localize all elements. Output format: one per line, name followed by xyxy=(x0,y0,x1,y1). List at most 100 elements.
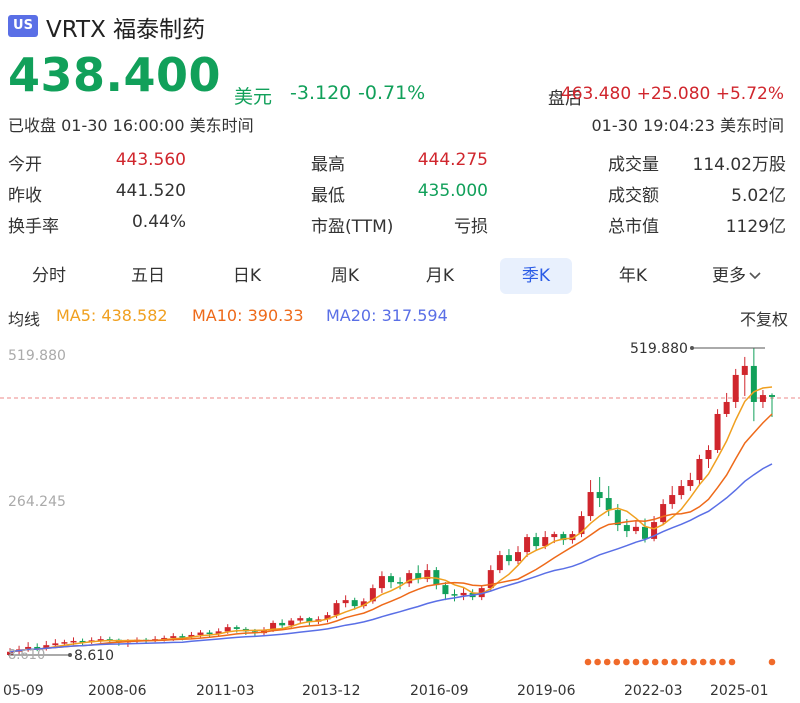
x-axis-ticks: 05-09 2008-06 2011-03 2013-12 2016-09 20… xyxy=(3,683,769,699)
market-badge: US xyxy=(8,15,38,37)
candle-body xyxy=(279,622,286,626)
adjust-toggle[interactable]: 不复权 xyxy=(739,310,788,329)
candle-body xyxy=(306,618,313,622)
y-label-top: 519.880 xyxy=(8,348,66,364)
candle-body xyxy=(360,601,367,607)
stat-market-cap-label: 总市值 xyxy=(608,217,659,237)
ma20-value: MA20: 317.594 xyxy=(326,306,448,325)
candle-body xyxy=(750,365,757,402)
candle-body xyxy=(587,492,594,517)
candle-body xyxy=(515,552,521,562)
x-tick-label: 2013-12 xyxy=(302,683,361,699)
price-change-pct: -0.71% xyxy=(358,82,426,104)
stat-prev-close-label: 昨收 xyxy=(8,186,42,206)
candle-body xyxy=(496,555,503,571)
ticker: VRTX xyxy=(46,17,106,43)
candle-body xyxy=(52,643,59,646)
candle-body xyxy=(170,636,177,638)
after-hours-pct: +5.72% xyxy=(715,84,784,104)
event-dot[interactable] xyxy=(613,658,621,666)
volume-dots xyxy=(584,658,776,666)
event-dot[interactable] xyxy=(594,658,601,666)
x-tick-label: 2011-03 xyxy=(196,683,255,699)
tab-five-day[interactable]: 五日 xyxy=(131,266,165,286)
event-dot[interactable] xyxy=(623,658,630,666)
candle-body xyxy=(623,525,630,532)
after-hours-label: 盘后 xyxy=(548,89,582,109)
event-dot[interactable] xyxy=(728,658,736,666)
currency-unit: 美元 xyxy=(234,86,273,108)
stat-turnover-value: 5.02亿 xyxy=(731,186,786,206)
ma10-value: MA10: 390.33 xyxy=(192,306,304,325)
candle-body xyxy=(551,534,558,538)
stat-open-value: 443.560 xyxy=(115,150,186,170)
tab-quarterly-k[interactable]: 季K xyxy=(500,258,572,294)
candle-body xyxy=(7,651,13,655)
high-marker-label: 519.880 xyxy=(630,341,688,357)
low-marker-dot xyxy=(68,653,72,657)
candle-body xyxy=(714,413,721,451)
candle-body xyxy=(369,588,376,602)
stat-turnover-rate-label: 换手率 xyxy=(8,217,59,237)
candle-body xyxy=(233,627,240,629)
after-hours-time: 01-30 19:04:23 美东时间 xyxy=(591,116,784,135)
stat-prev-close-value: 441.520 xyxy=(115,181,186,201)
candle-body xyxy=(43,645,50,649)
market-status: 已收盘 01-30 16:00:00 美东时间 xyxy=(8,116,254,135)
stat-open-label: 今开 xyxy=(8,155,42,175)
candle-body xyxy=(678,486,685,496)
candle-body xyxy=(351,600,358,607)
candlestick-chart: 519.880 264.245 519.880 8.610 8.610 05-0… xyxy=(0,341,800,699)
x-tick-label: 05-09 xyxy=(3,683,44,699)
candle-body xyxy=(478,588,485,598)
company-name: 福泰制药 xyxy=(113,17,206,43)
candle-body xyxy=(406,573,413,584)
event-dot[interactable] xyxy=(690,658,697,666)
candle-body xyxy=(179,636,186,638)
candle-body xyxy=(451,594,458,596)
candle-body xyxy=(34,646,41,649)
candle-body xyxy=(342,600,349,604)
event-dot[interactable] xyxy=(680,658,688,666)
event-dot[interactable] xyxy=(642,658,649,666)
stat-volume-label: 成交量 xyxy=(608,155,659,175)
event-dot[interactable] xyxy=(661,658,669,666)
tab-intraday[interactable]: 分时 xyxy=(32,266,66,286)
candle-body xyxy=(723,401,730,414)
tab-more[interactable]: 更多 xyxy=(697,258,777,294)
candle-body xyxy=(769,395,775,397)
candle-body xyxy=(188,634,195,638)
candle-body xyxy=(161,637,168,640)
event-dot[interactable] xyxy=(768,658,776,666)
event-dot[interactable] xyxy=(603,658,611,666)
candle-body xyxy=(705,450,712,460)
candle-body xyxy=(596,492,603,499)
tab-daily-k[interactable]: 日K xyxy=(232,266,262,286)
event-dot[interactable] xyxy=(632,658,640,666)
candle-body xyxy=(524,537,531,553)
event-dot[interactable] xyxy=(709,658,717,666)
stat-volume-value: 114.02万股 xyxy=(692,155,786,175)
after-hours-change: +25.080 xyxy=(636,84,711,104)
event-dot[interactable] xyxy=(651,658,659,666)
candle-body xyxy=(759,395,766,402)
candle-body xyxy=(297,618,304,621)
stat-high-value: 444.275 xyxy=(417,150,488,170)
candle-body xyxy=(487,570,494,589)
stat-pe-value: 亏损 xyxy=(454,217,488,237)
candle-body xyxy=(614,510,621,526)
stat-low-label: 最低 xyxy=(311,186,345,206)
tab-monthly-k[interactable]: 月K xyxy=(425,266,455,286)
event-dot[interactable] xyxy=(699,658,707,666)
stat-turnover-rate-value: 0.44% xyxy=(131,212,186,232)
stat-low-value: 435.000 xyxy=(417,181,488,201)
x-tick-label: 2008-06 xyxy=(88,683,147,699)
event-dot[interactable] xyxy=(719,658,726,666)
event-dot[interactable] xyxy=(671,658,678,666)
tab-weekly-k[interactable]: 周K xyxy=(330,266,360,286)
candle-body xyxy=(378,576,385,589)
ma20-line xyxy=(9,463,773,653)
tab-yearly-k[interactable]: 年K xyxy=(618,266,648,286)
candle-body xyxy=(206,632,213,635)
event-dot[interactable] xyxy=(584,658,592,666)
